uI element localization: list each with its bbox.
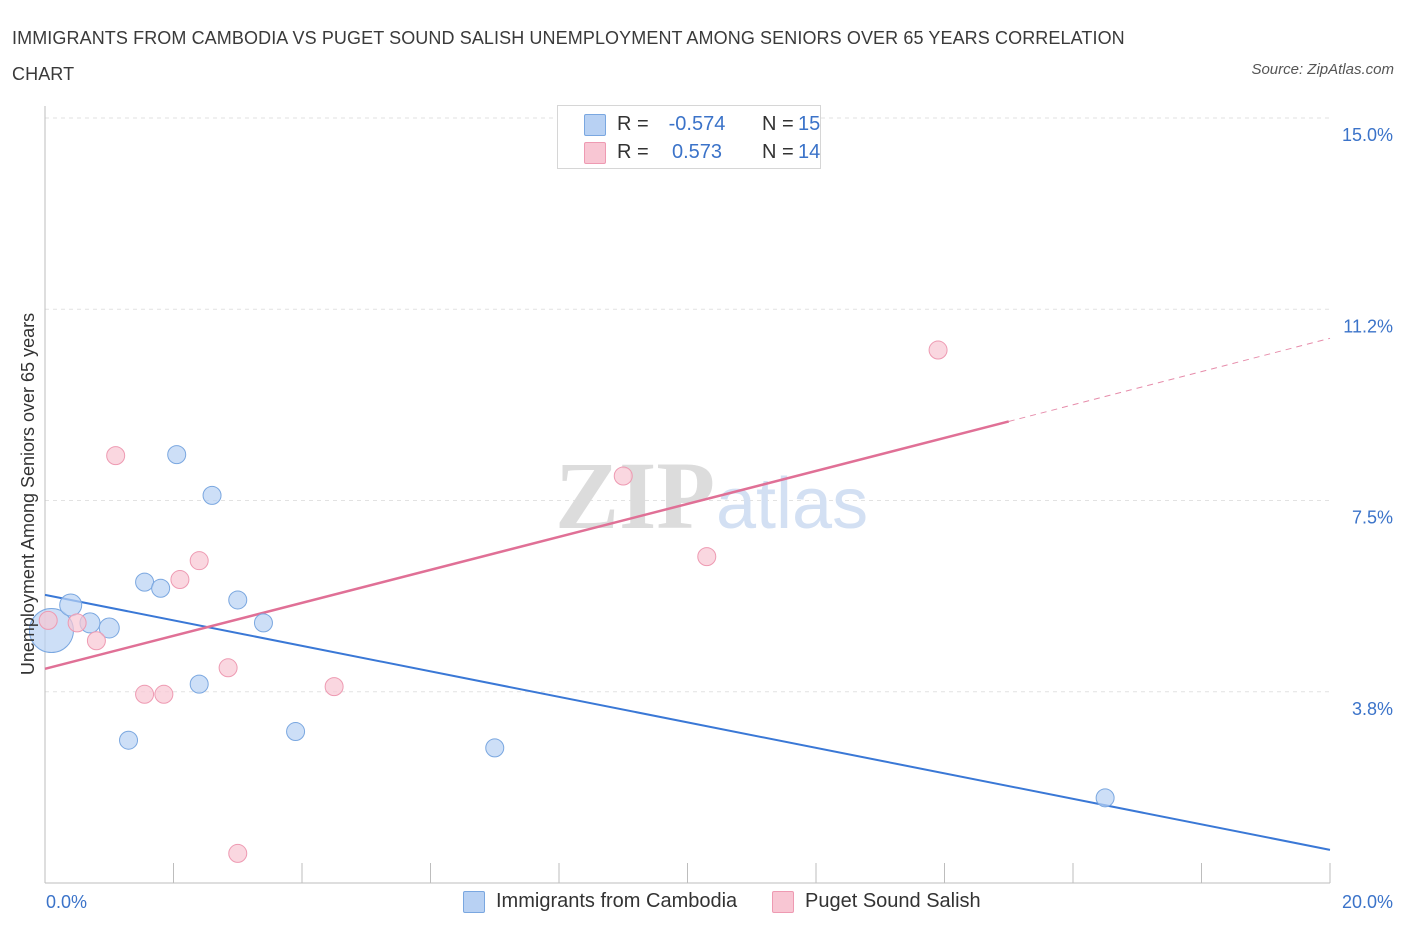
y-tick-label: 3.8% bbox=[1352, 699, 1393, 719]
x-tick-label: 20.0% bbox=[1342, 892, 1393, 912]
point-cambodia bbox=[135, 572, 155, 592]
y-tick-label: 11.2% bbox=[1343, 316, 1393, 336]
point-cambodia bbox=[189, 674, 209, 694]
legend-n-value: 15 bbox=[798, 113, 821, 135]
point-salish bbox=[106, 446, 126, 466]
watermark: ZIP atlas bbox=[555, 442, 868, 549]
trend-line-salish bbox=[44, 420, 1010, 671]
legend-label-salish: Puget Sound Salish bbox=[805, 890, 981, 912]
legend-r-label: R = bbox=[617, 113, 649, 135]
point-cambodia bbox=[167, 445, 187, 465]
point-salish bbox=[928, 340, 948, 360]
tick-labels: 3.8% 7.5% 11.2% 15.0% 0.0% 20.0% bbox=[46, 125, 1393, 912]
legend-r-label: R = bbox=[617, 141, 649, 163]
legend-swatch-pink bbox=[772, 891, 794, 913]
point-salish bbox=[170, 570, 190, 590]
trend-line-salish-extension bbox=[1008, 337, 1331, 422]
legend-n-value: 14 bbox=[798, 141, 821, 163]
source-label: Source: ZipAtlas.com bbox=[1251, 61, 1394, 78]
point-salish bbox=[189, 551, 209, 571]
point-salish bbox=[135, 684, 155, 704]
point-cambodia bbox=[485, 738, 505, 758]
legend-n-label: N = bbox=[762, 141, 794, 163]
point-salish bbox=[38, 610, 58, 630]
point-salish bbox=[154, 684, 174, 704]
chart-title: IMMIGRANTS FROM CAMBODIA VS PUGET SOUND … bbox=[12, 28, 1125, 84]
point-cambodia bbox=[253, 613, 273, 633]
point-cambodia bbox=[98, 617, 120, 639]
legend-swatch-blue bbox=[584, 114, 606, 136]
point-salish bbox=[324, 677, 344, 697]
trend-lines bbox=[44, 337, 1331, 851]
legend-swatch-blue bbox=[463, 891, 485, 913]
legend-r-value: 0.573 bbox=[671, 141, 723, 163]
point-salish bbox=[218, 658, 238, 678]
point-salish bbox=[697, 547, 717, 567]
point-cambodia bbox=[59, 593, 83, 617]
point-salish bbox=[228, 843, 248, 863]
legend-n-label: N = bbox=[762, 113, 794, 135]
y-axis-label: Unemployment Among Seniors over 65 years bbox=[18, 313, 38, 675]
point-cambodia bbox=[151, 578, 171, 598]
point-cambodia bbox=[119, 730, 139, 750]
point-salish bbox=[86, 631, 106, 651]
point-cambodia bbox=[1095, 788, 1115, 808]
legend-swatch-pink bbox=[584, 142, 606, 164]
x-tick-label: 0.0% bbox=[46, 892, 87, 912]
legend-r-value: -0.574 bbox=[668, 113, 726, 135]
point-salish bbox=[67, 613, 87, 633]
y-tick-label: 7.5% bbox=[1352, 508, 1393, 528]
point-cambodia bbox=[286, 722, 306, 742]
point-cambodia bbox=[228, 590, 248, 610]
axes bbox=[44, 106, 1331, 884]
data-points bbox=[28, 340, 1115, 863]
trend-line-cambodia bbox=[44, 593, 1331, 851]
point-salish bbox=[613, 466, 633, 486]
legend-label-cambodia: Immigrants from Cambodia bbox=[496, 890, 738, 912]
stats-legend: R = -0.574 N = 15 R = 0.573 N = 14 bbox=[557, 105, 821, 169]
point-cambodia bbox=[202, 485, 222, 505]
y-tick-label: 15.0% bbox=[1342, 125, 1393, 145]
